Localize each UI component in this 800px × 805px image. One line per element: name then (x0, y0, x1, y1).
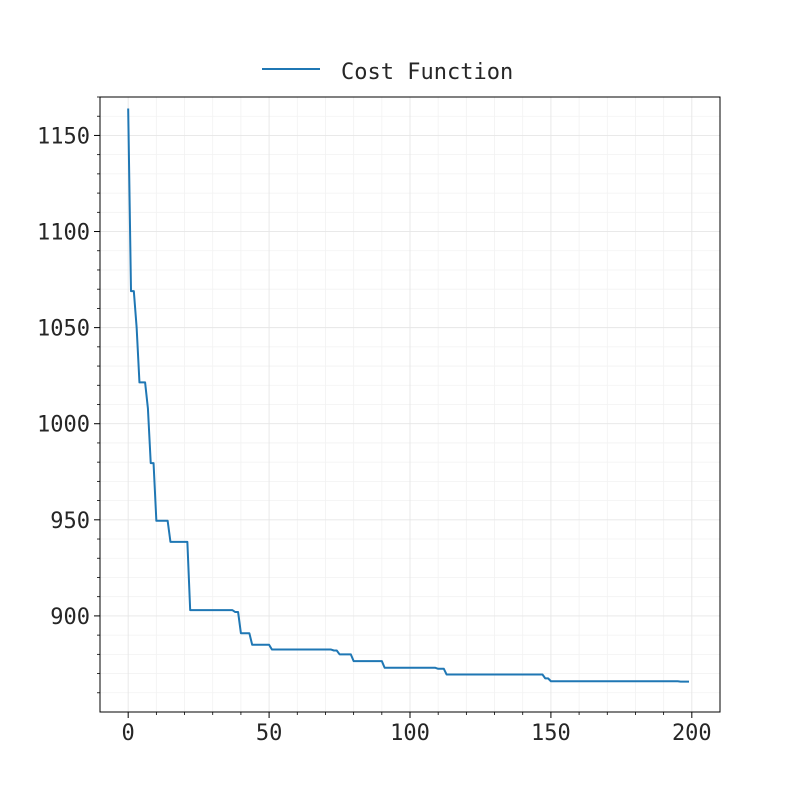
x-tick-label: 50 (256, 721, 283, 746)
y-tick-label: 1100 (37, 221, 90, 246)
y-tick-label: 1000 (37, 413, 90, 438)
x-tick-label: 200 (672, 721, 712, 746)
y-tick-label: 1150 (37, 124, 90, 149)
legend: Cost Function (262, 60, 513, 85)
y-tick-label: 900 (50, 605, 90, 630)
grid (100, 96, 720, 712)
series-layer (127, 108, 689, 683)
legend-label: Cost Function (341, 60, 513, 85)
series-line-cost-function (127, 108, 689, 683)
axes: 0 50 100 150 200 900 950 1000 1050 1100 1150 (37, 96, 712, 746)
x-tick-label: 100 (390, 721, 430, 746)
y-tick-label: 1050 (37, 317, 90, 342)
x-tick-label: 150 (531, 721, 571, 746)
y-tick-label: 950 (50, 509, 90, 534)
x-tick-label: 0 (122, 721, 135, 746)
